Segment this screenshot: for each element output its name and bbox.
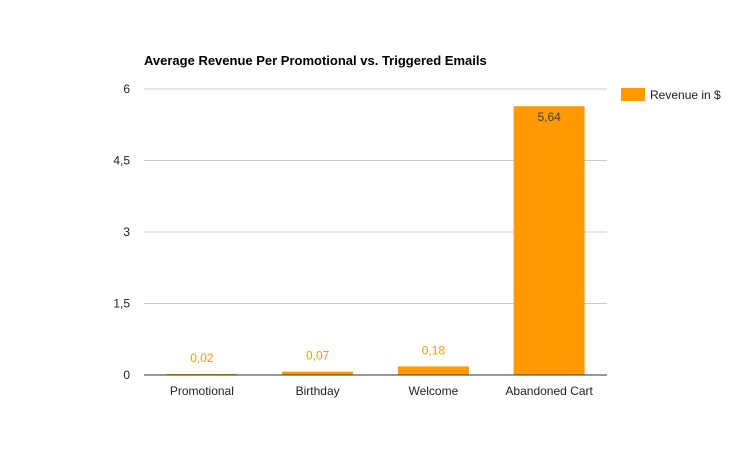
data-label: 5,64 [537, 110, 561, 124]
y-tick-label: 0 [123, 368, 130, 382]
data-label: 0,18 [422, 343, 446, 357]
y-tick-label: 4,5 [113, 154, 130, 168]
x-tick-label: Promotional [170, 384, 234, 398]
y-tick-label: 6 [123, 82, 130, 96]
y-tick-label: 3 [123, 225, 130, 239]
x-tick-label: Abandoned Cart [505, 384, 593, 398]
legend-swatch [621, 88, 645, 101]
chart-title: Average Revenue Per Promotional vs. Trig… [144, 53, 487, 68]
x-tick-label: Welcome [408, 384, 458, 398]
y-tick-label: 1,5 [113, 297, 130, 311]
data-label: 0,02 [190, 351, 214, 365]
legend-label: Revenue in $ [650, 88, 721, 102]
bar [282, 371, 354, 375]
bar [397, 366, 469, 375]
data-label: 0,07 [306, 349, 330, 363]
x-tick-label: Birthday [296, 384, 340, 398]
bar [513, 106, 585, 375]
